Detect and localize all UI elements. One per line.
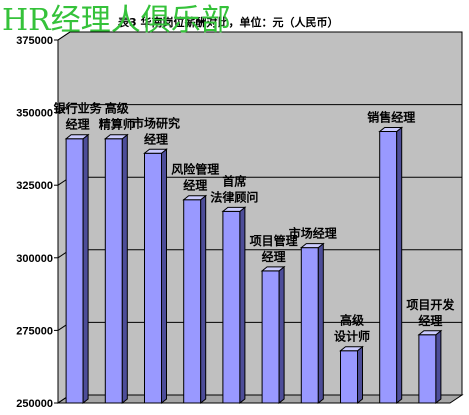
category-label: 高级精算师 — [99, 101, 135, 132]
bar — [260, 265, 286, 405]
bar — [143, 148, 168, 405]
bar — [64, 133, 90, 405]
bar-side — [82, 133, 89, 405]
bar-side — [357, 345, 363, 405]
bar-top — [103, 134, 129, 140]
bar — [339, 345, 364, 405]
bar-top — [182, 195, 208, 201]
y-tick-label: 250000 — [16, 398, 53, 410]
bar-side — [317, 242, 324, 405]
bar-front — [222, 210, 241, 404]
bar-top — [64, 134, 90, 140]
bar — [299, 242, 325, 405]
gridline — [57, 104, 462, 114]
bar — [221, 206, 247, 405]
bar-top — [339, 346, 364, 352]
bar-front — [104, 138, 123, 404]
chart-title: 表3 华南岗位薪酬对比，单位：元（人民币） — [117, 15, 338, 29]
bar-front — [379, 130, 398, 404]
bar-front — [340, 350, 358, 404]
category-label: 销售经理 — [367, 109, 415, 124]
category-label: 项目管理经理 — [250, 233, 298, 264]
category-label: 高级设计师 — [334, 313, 370, 344]
bar-front — [65, 138, 84, 404]
category-label: 风险管理经理 — [171, 162, 219, 193]
bar — [378, 126, 404, 405]
y-tick-label: 300000 — [16, 253, 53, 265]
bar-side — [121, 133, 128, 405]
bar-side — [200, 194, 207, 405]
category-label: 项目开发经理 — [406, 297, 455, 328]
bar-front — [261, 270, 280, 404]
bar-top — [143, 148, 168, 154]
bar-side — [278, 265, 285, 405]
bar — [182, 194, 208, 405]
bar — [417, 329, 443, 405]
bar-front — [183, 199, 202, 404]
bar-front — [418, 334, 437, 404]
bar-side — [239, 206, 246, 405]
category-label: 市场研究经理 — [132, 115, 180, 146]
y-axis: 250000 275000 300000 325000 350000 375000 — [16, 35, 59, 410]
bar-top — [417, 330, 443, 336]
bar-top — [378, 126, 404, 132]
watermark-text: HR经理人俱乐部 — [2, 3, 231, 38]
bars — [64, 126, 443, 405]
bar-top — [260, 266, 286, 272]
category-label: 首席法律顾问 — [210, 173, 258, 204]
y-tick-label: 275000 — [16, 325, 53, 337]
y-tick-label: 350000 — [16, 108, 53, 120]
category-label: 银行业务经理 — [54, 101, 103, 132]
bar-side — [161, 148, 167, 405]
bar-front — [300, 247, 319, 404]
bar-front — [144, 152, 162, 404]
bar-top — [299, 243, 325, 249]
bar-side — [435, 329, 442, 405]
bar-side — [396, 126, 403, 405]
y-tick-label: 375000 — [16, 35, 53, 47]
category-label: 市场经理 — [289, 226, 337, 241]
y-tick-label: 325000 — [16, 180, 53, 192]
gridline — [57, 31, 462, 41]
bar — [103, 133, 129, 405]
bar-top — [221, 206, 247, 212]
